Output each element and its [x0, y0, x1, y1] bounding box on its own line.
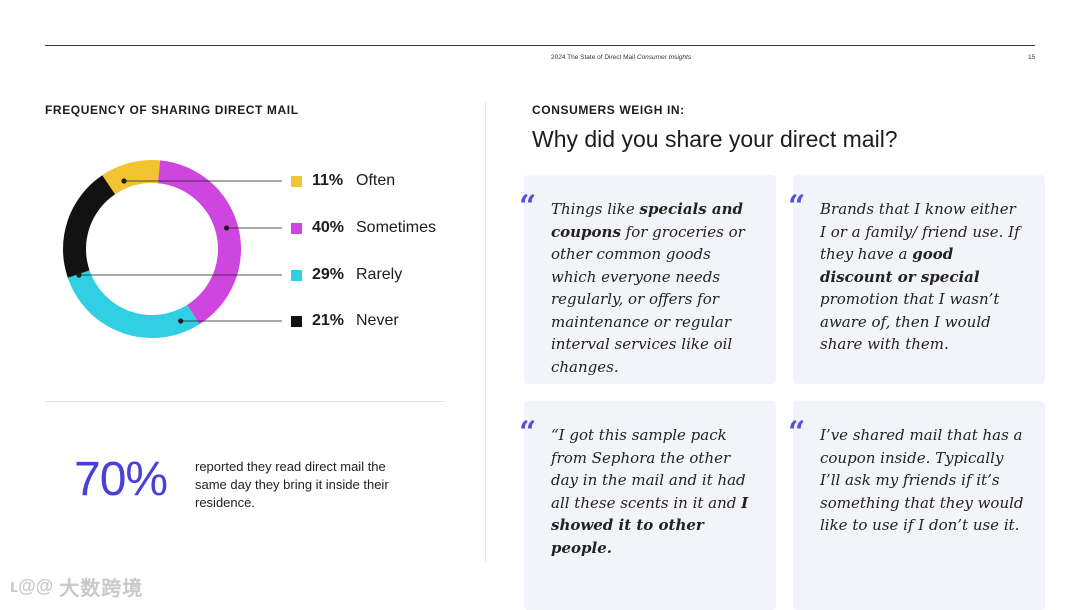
consumers-label: CONSUMERS WEIGH IN: — [532, 103, 685, 117]
section-divider — [45, 401, 445, 402]
legend-item-sometimes: 40% Sometimes — [291, 218, 436, 238]
donut-slice-rarely — [67, 270, 200, 338]
quote-card — [524, 175, 776, 384]
stat-description: reported they read direct mail the same … — [195, 459, 389, 510]
donut-chart — [62, 159, 282, 338]
donut-slice-never — [62, 175, 116, 278]
quote-card — [793, 175, 1045, 384]
leader-dot-rarely — [76, 272, 82, 278]
legend-label: Rarely — [356, 266, 403, 283]
legend-swatch — [291, 269, 302, 281]
chart-title: FREQUENCY OF SHARING DIRECT MAIL — [45, 103, 299, 117]
legend-percent: 29% — [312, 266, 345, 283]
page-number: 15 — [1028, 54, 1036, 61]
question-heading: Why did you share your direct mail? — [532, 126, 898, 152]
quote-mark-icon: “ — [788, 189, 806, 224]
legend-swatch — [291, 175, 302, 187]
watermark-logo: ʟ@@ — [10, 576, 54, 596]
stat-value: 70% — [74, 453, 168, 506]
leader-dot-sometimes — [224, 225, 230, 231]
legend-swatch — [291, 315, 302, 327]
legend-swatch — [291, 222, 302, 234]
legend-label: Sometimes — [356, 219, 437, 236]
legend-percent: 11% — [312, 172, 344, 189]
legend-percent: 40% — [312, 219, 345, 236]
quote-mark-icon: “ — [519, 415, 537, 450]
legend-label: Often — [356, 172, 396, 189]
quote-mark-icon: “ — [519, 189, 537, 224]
legend-item-often: 11% Often — [291, 171, 395, 191]
leader-dot-often — [121, 178, 127, 184]
column-divider — [485, 102, 486, 562]
watermark: ʟ@@ 大数跨境 — [10, 572, 143, 601]
quote-text: Brands that I know either I or a family/… — [820, 200, 1020, 353]
quote-card — [793, 401, 1045, 610]
legend-percent: 21% — [312, 312, 345, 329]
report-subtitle: Consumer Insights — [636, 54, 692, 61]
report-title: 2024 The State of Direct Mail Consumer I… — [551, 54, 692, 61]
quote-text: I’ve shared mail that has a coupon insid… — [820, 426, 1024, 534]
legend-item-rarely: 29% Rarely — [291, 265, 402, 285]
legend-item-never: 21% Never — [291, 311, 399, 331]
quote-text: Things like specials and coupons for gro… — [551, 200, 745, 376]
donut-slice-sometimes — [157, 160, 242, 325]
donut-slice-often — [102, 159, 161, 195]
legend-label: Never — [356, 312, 399, 329]
header-rule — [45, 45, 1035, 46]
quote-mark-icon: “ — [788, 415, 806, 450]
watermark-text: 大数跨境 — [59, 578, 144, 600]
leader-dot-never — [178, 318, 184, 324]
quote-text: “I got this sample pack from Sephora the… — [551, 426, 749, 557]
quote-card — [524, 401, 776, 610]
